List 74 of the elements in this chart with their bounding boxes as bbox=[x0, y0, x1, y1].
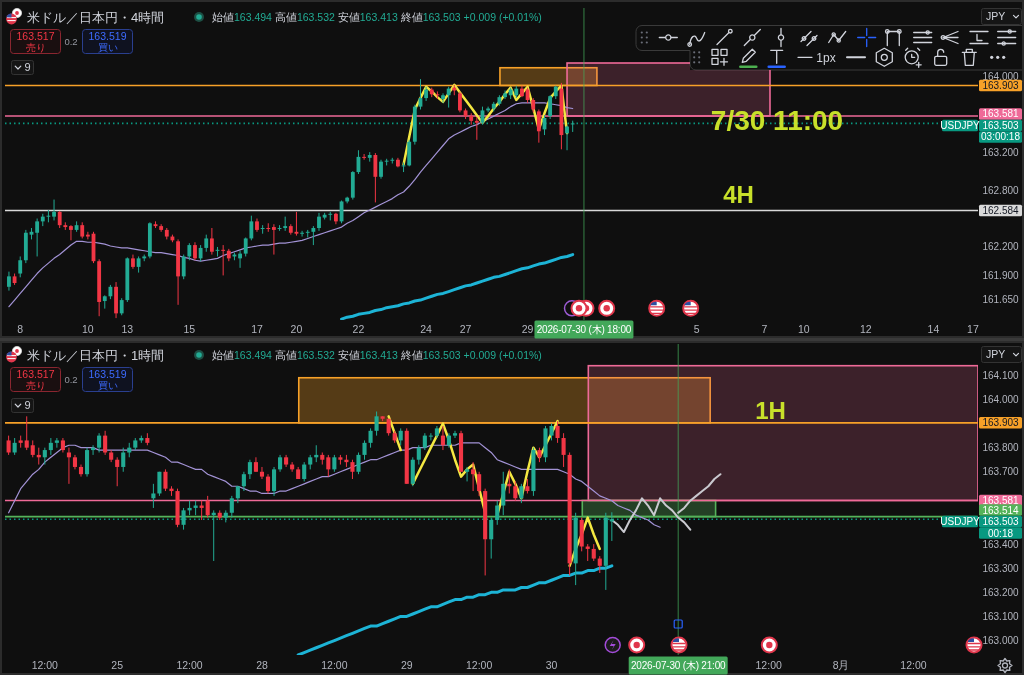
x-tick-label: 12:00 bbox=[465, 659, 493, 672]
ref-line-label: 163.581 bbox=[982, 108, 1020, 120]
annotation: 1px bbox=[816, 51, 836, 66]
ref-line-label: 162.584 bbox=[982, 205, 1020, 217]
x-tick-label: 12 bbox=[859, 323, 872, 336]
x-tick-label: 13 bbox=[121, 323, 134, 336]
y-tick-label: 161.900 bbox=[982, 269, 1020, 281]
text: JPY bbox=[986, 348, 1006, 361]
ref-line-label: 163.503 bbox=[982, 516, 1020, 528]
annotation: 買い bbox=[97, 41, 118, 53]
x-tick-label: 7 bbox=[761, 323, 768, 336]
annotation: 163.519 bbox=[88, 30, 127, 43]
x-tick-label: 25 bbox=[111, 659, 124, 672]
y-tick-label: 163.200 bbox=[982, 146, 1020, 158]
annotation: 163.517 bbox=[16, 368, 55, 381]
y-tick-label: 161.650 bbox=[982, 293, 1020, 305]
x-tick-label: 12:00 bbox=[31, 659, 59, 672]
x-tick-label: 17 bbox=[967, 323, 979, 336]
ref-line-label: 163.903 bbox=[982, 417, 1020, 429]
x-tick-label: 8 bbox=[17, 323, 24, 336]
x-tick-label: 22 bbox=[352, 323, 365, 336]
annotation: 163.517 bbox=[16, 30, 55, 43]
chart-title: 米ドル／日本円・4時間 bbox=[27, 9, 165, 25]
annotation: 9 bbox=[24, 399, 31, 412]
annotation: 売り bbox=[25, 41, 46, 53]
x-tick-label: 8月 bbox=[832, 659, 850, 672]
x-tick-label: 12:00 bbox=[176, 659, 203, 672]
ref-line-label: 163.581 bbox=[982, 494, 1020, 506]
x-tick-label: 27 bbox=[459, 323, 472, 336]
y-tick-label: 163.700 bbox=[982, 466, 1020, 478]
x-tick-label: 2026-07-30 (木) 21:00 bbox=[630, 660, 727, 671]
annotation: 4H bbox=[723, 181, 754, 209]
ref-line-label: 163.903 bbox=[982, 79, 1020, 91]
x-tick-label: 10 bbox=[82, 323, 94, 336]
y-tick-label: 162.800 bbox=[982, 184, 1020, 196]
text: 始値163.494 高値163.532 安値163.413 終値163.503 +0.009 (+0.01%) bbox=[212, 348, 542, 361]
annotation: 売り bbox=[25, 379, 46, 391]
annotation: 1H bbox=[755, 397, 786, 425]
text: 始値163.494 高値163.532 安値163.413 終値163.503 +0.009 (+0.01%) bbox=[212, 10, 542, 23]
chart-title: 米ドル／日本円・1時間 bbox=[27, 347, 165, 363]
x-tick-label: 10 bbox=[797, 323, 810, 336]
ref-line-label: 163.503 bbox=[982, 119, 1020, 131]
annotation: 買い bbox=[97, 379, 118, 391]
x-tick-label: 30 bbox=[545, 659, 558, 672]
text: JPY bbox=[986, 10, 1006, 23]
ref-line-label: 163.514 bbox=[982, 504, 1020, 516]
x-tick-label: 12:00 bbox=[321, 659, 348, 672]
x-tick-label: 29 bbox=[521, 323, 534, 336]
x-tick-label: 12:00 bbox=[755, 659, 782, 672]
y-tick-label: 164.100 bbox=[982, 369, 1020, 381]
y-tick-label: 163.100 bbox=[982, 610, 1020, 622]
x-tick-label: 28 bbox=[256, 659, 268, 672]
text: 00:18 bbox=[987, 527, 1014, 539]
y-tick-label: 164.000 bbox=[982, 70, 1020, 82]
x-tick-label: 2026-07-30 (木) 18:00 bbox=[536, 324, 632, 335]
x-tick-label: 24 bbox=[420, 323, 433, 336]
annotation: 0.2 bbox=[64, 36, 78, 48]
annotation: 9 bbox=[24, 61, 31, 74]
x-tick-label: 17 bbox=[251, 323, 263, 336]
y-tick-label: 164.000 bbox=[982, 393, 1020, 405]
annotation: 0.2 bbox=[64, 374, 78, 386]
annotation: 163.519 bbox=[88, 368, 127, 381]
x-tick-label: 5 bbox=[693, 323, 700, 336]
y-tick-label: 163.800 bbox=[982, 442, 1020, 454]
y-tick-label: 162.200 bbox=[982, 241, 1020, 253]
y-tick-label: 163.300 bbox=[982, 562, 1020, 574]
x-tick-label: 12:00 bbox=[900, 659, 927, 672]
x-tick-label: 15 bbox=[183, 323, 196, 336]
x-tick-label: 29 bbox=[400, 659, 413, 672]
x-tick-label: 20 bbox=[290, 323, 303, 336]
x-tick-label: 14 bbox=[927, 323, 940, 336]
y-tick-label: 163.400 bbox=[982, 538, 1020, 550]
y-tick-label: 163.200 bbox=[982, 586, 1020, 598]
y-tick-label: 163.000 bbox=[982, 635, 1020, 647]
